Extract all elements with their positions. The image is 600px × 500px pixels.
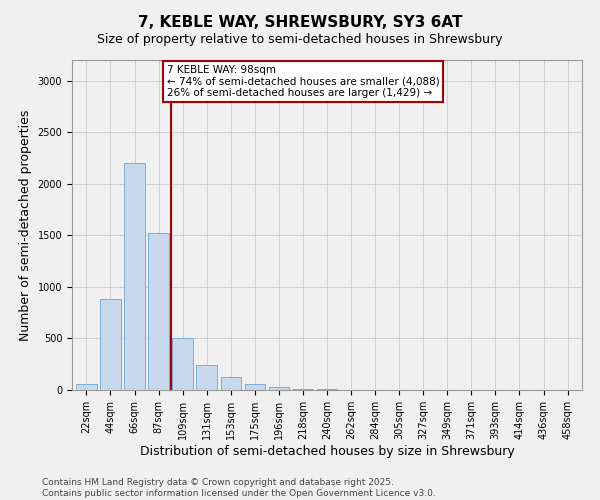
Text: 7, KEBLE WAY, SHREWSBURY, SY3 6AT: 7, KEBLE WAY, SHREWSBURY, SY3 6AT [138,15,462,30]
Bar [124,163,145,390]
Text: Size of property relative to semi-detached houses in Shrewsbury: Size of property relative to semi-detach… [97,32,503,46]
Text: 7 KEBLE WAY: 98sqm
← 74% of semi-detached houses are smaller (4,088)
26% of semi: 7 KEBLE WAY: 98sqm ← 74% of semi-detache… [167,65,440,98]
Bar [221,376,241,390]
Bar [196,365,217,390]
Bar [245,384,265,390]
Text: Contains HM Land Registry data © Crown copyright and database right 2025.
Contai: Contains HM Land Registry data © Crown c… [42,478,436,498]
Bar [100,299,121,390]
Bar [148,233,169,390]
X-axis label: Distribution of semi-detached houses by size in Shrewsbury: Distribution of semi-detached houses by … [140,444,514,458]
Bar [293,389,313,390]
Bar [172,338,193,390]
Bar [269,387,289,390]
Bar [76,384,97,390]
Y-axis label: Number of semi-detached properties: Number of semi-detached properties [19,110,32,340]
